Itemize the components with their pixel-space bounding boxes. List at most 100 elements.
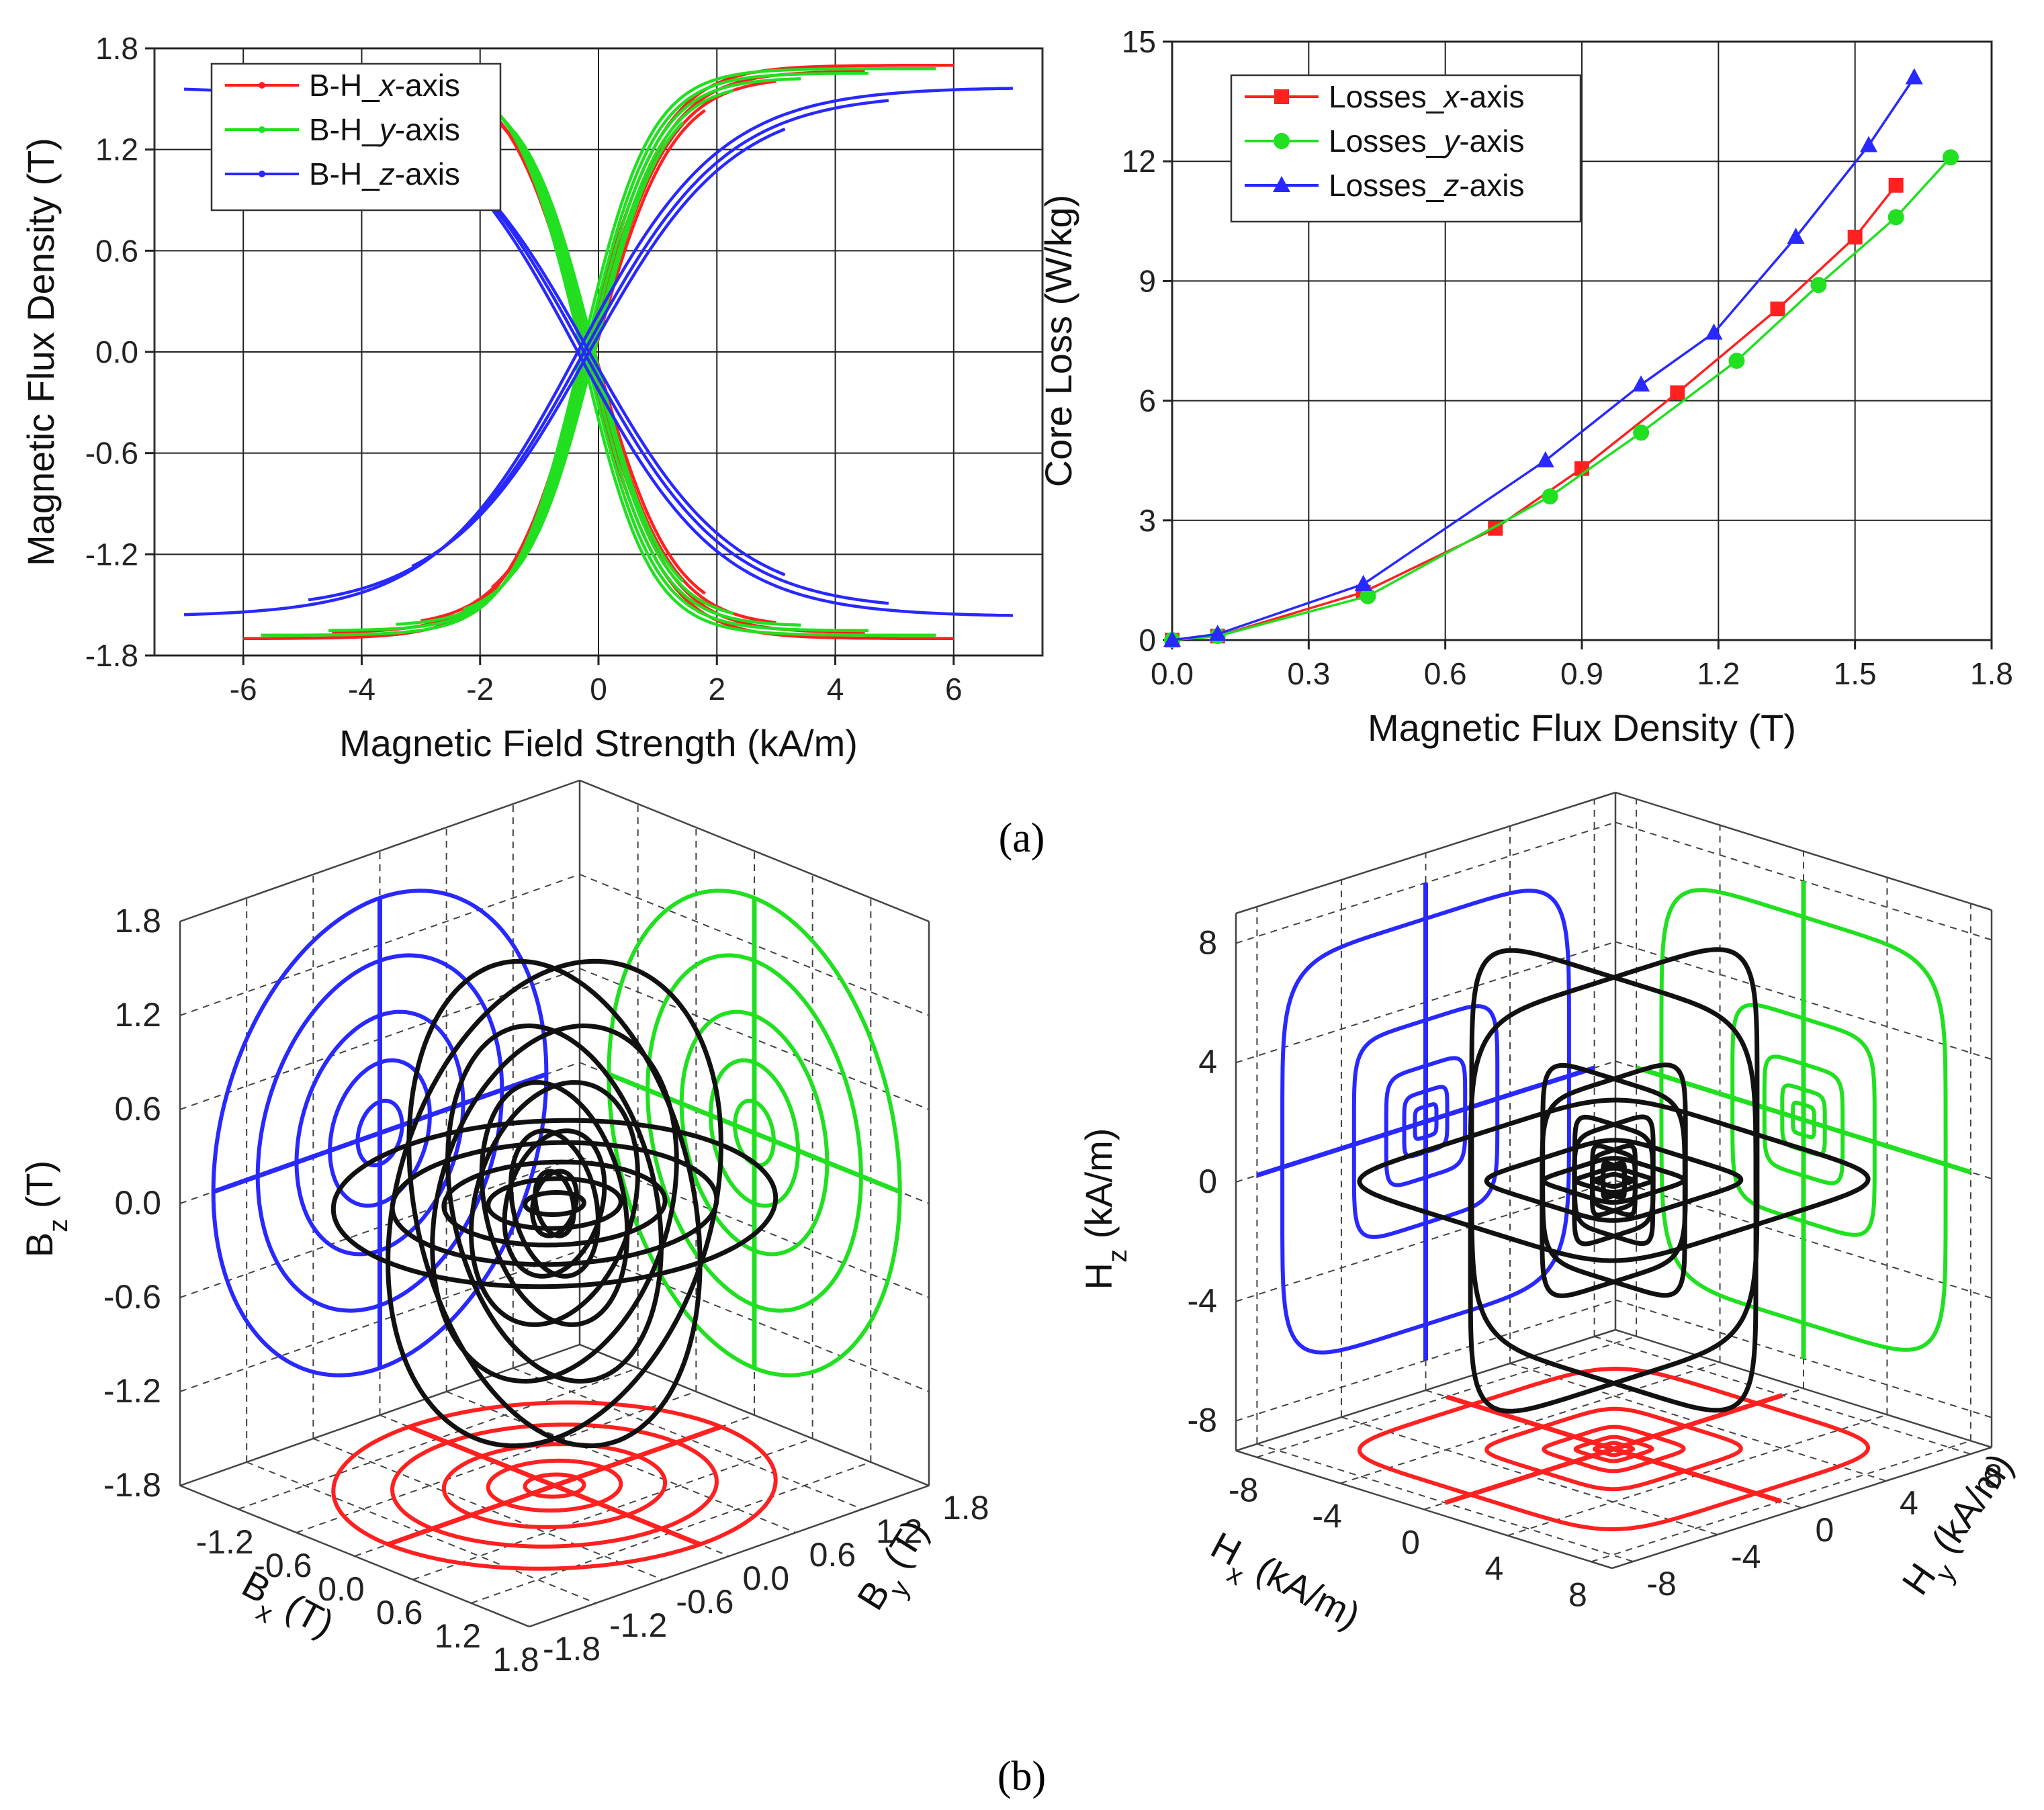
box-edge [1611, 1446, 1992, 1570]
x-tick-label: 0.0 [1151, 656, 1194, 691]
trajectory-loop-xy [486, 1176, 623, 1231]
z-tick-label: -8 [1188, 1402, 1217, 1439]
back-wall-grid [579, 874, 930, 1016]
z-tick-label: 0.6 [114, 1090, 161, 1128]
loss-point-y [1887, 209, 1904, 226]
x-tick-label: 8 [1568, 1576, 1587, 1613]
trajectory-loop-yz [502, 1128, 607, 1279]
loss-point-x [1770, 301, 1785, 316]
legend-axis: x [378, 68, 396, 103]
loss-point-y [1810, 277, 1827, 293]
box-edge [579, 779, 930, 923]
legend-suffix: -axis [1459, 124, 1524, 159]
x-axis-label: Magnetic Field Strength (kA/m) [339, 722, 858, 764]
xy-projection-loop [331, 1400, 778, 1571]
y-tick-label: -1.2 [609, 1607, 667, 1644]
x-tick-label: 1.2 [435, 1617, 482, 1655]
bh-loop-z-asc [184, 87, 1013, 617]
y-tick-label: 12 [1122, 144, 1156, 179]
x-axis-label: Hx (kA/m) [1198, 1523, 1367, 1647]
legend-axis: y [1441, 124, 1461, 159]
z-tick-label: 1.8 [114, 902, 161, 940]
floor-grid [513, 1367, 863, 1510]
z-tick-label: -0.6 [103, 1278, 161, 1316]
loss-point-x [1888, 177, 1904, 193]
y-tick-label: 6 [1139, 383, 1156, 418]
x-tick-label: -4 [1312, 1498, 1341, 1535]
y-tick-label: -0.6 [676, 1583, 734, 1621]
x-tick-label: -0.6 [254, 1547, 312, 1584]
y-tick-label: 1.2 [876, 1512, 923, 1550]
loss-point-z [1536, 451, 1554, 467]
caption-a: (a) [999, 815, 1045, 861]
loss-point-z [1163, 631, 1181, 647]
loss-line-x [1171, 184, 1898, 641]
x-tick-label: -8 [1229, 1472, 1258, 1509]
y-tick-label: 0.6 [809, 1536, 856, 1574]
y-tick-label: 1.8 [95, 31, 138, 66]
loss-point-z [1705, 323, 1723, 340]
x-tick-label: -6 [230, 672, 257, 707]
legend-axis: x [1442, 79, 1460, 114]
legend-entry-z: B-H_z-axis [309, 156, 460, 191]
box-edge [1615, 791, 1992, 911]
y-tick-label: 0 [1139, 623, 1156, 658]
legend-entry-x: B-H_x-axis [309, 68, 460, 103]
y-tick-label: 1.2 [95, 132, 138, 167]
loss-point-z [1905, 68, 1923, 85]
x-tick-label: 1.5 [1834, 656, 1877, 691]
z-tick-label: -1.8 [103, 1466, 161, 1504]
z-axis-label: Bz (T) [18, 1161, 73, 1257]
x-tick-label: 6 [945, 672, 963, 707]
z-tick-label: -1.2 [103, 1372, 161, 1410]
bh-loop-y-asc [261, 66, 936, 637]
z-tick-label: 8 [1198, 923, 1217, 961]
label-main: H [1077, 1263, 1120, 1289]
floor-grid [246, 1461, 596, 1604]
loss-point-z [1208, 625, 1227, 641]
x-tick-label: 0.3 [1287, 656, 1330, 691]
y-tick-label: 0 [1816, 1511, 1834, 1549]
floor-grid [446, 1391, 797, 1533]
legend-prefix: Losses_ [1329, 168, 1445, 203]
label-unit: (kA/m) [1917, 1445, 2021, 1569]
flux-density-3d-chart: -1.8-1.2-0.60.00.61.21.8-1.2-0.60.00.61.… [18, 779, 989, 1678]
z-axis-label: Hz (kA/m) [1077, 1128, 1132, 1290]
legend-prefix: B-H_ [309, 112, 380, 147]
label-unit: (T) [18, 1161, 60, 1219]
legend-box [1230, 74, 1582, 223]
box-edge [579, 1343, 930, 1487]
x-tick-label: -4 [348, 672, 375, 707]
loss-point-y [1633, 424, 1650, 441]
box-edge [1235, 1449, 1613, 1570]
legend-marker [259, 171, 265, 177]
legend-marker [259, 126, 265, 133]
y-axis-label: Core Loss (W/kg) [1037, 195, 1079, 488]
x-axis-label: Magnetic Flux Density (T) [1368, 707, 1796, 749]
loss-point-z [1354, 574, 1372, 591]
y-axis-label: Magnetic Flux Density (T) [19, 138, 62, 566]
legend-suffix: -axis [1459, 79, 1524, 114]
legend-marker [1273, 176, 1290, 192]
x-tick-label: 0 [590, 672, 607, 707]
legend-prefix: Losses_ [1329, 124, 1445, 159]
loss-point-y [1360, 588, 1376, 604]
box-edge [179, 1484, 530, 1628]
x-tick-label: 0.0 [318, 1570, 365, 1608]
bh-loop-z-asc [411, 128, 786, 568]
box-edge [179, 779, 580, 923]
label-unit: (kA/m) [1077, 1128, 1120, 1249]
z-tick-label: -4 [1188, 1282, 1217, 1320]
z-tick-label: 1.2 [114, 996, 161, 1034]
label-subscript: z [1103, 1249, 1132, 1263]
legend-suffix: -axis [395, 68, 460, 103]
y-tick-label: 8 [1984, 1457, 2003, 1495]
z-tick-label: 4 [1198, 1043, 1217, 1081]
bh-loop-y-asc [328, 71, 869, 632]
legend-prefix: B-H_ [309, 68, 380, 103]
legend-marker [1274, 89, 1289, 104]
x-tick-label: 4 [1485, 1549, 1504, 1587]
x-tick-label: 0.6 [376, 1594, 423, 1631]
legend-entry-y: Losses_y-axis [1329, 124, 1524, 159]
legend-entry-z: Losses_z-axis [1329, 168, 1524, 203]
